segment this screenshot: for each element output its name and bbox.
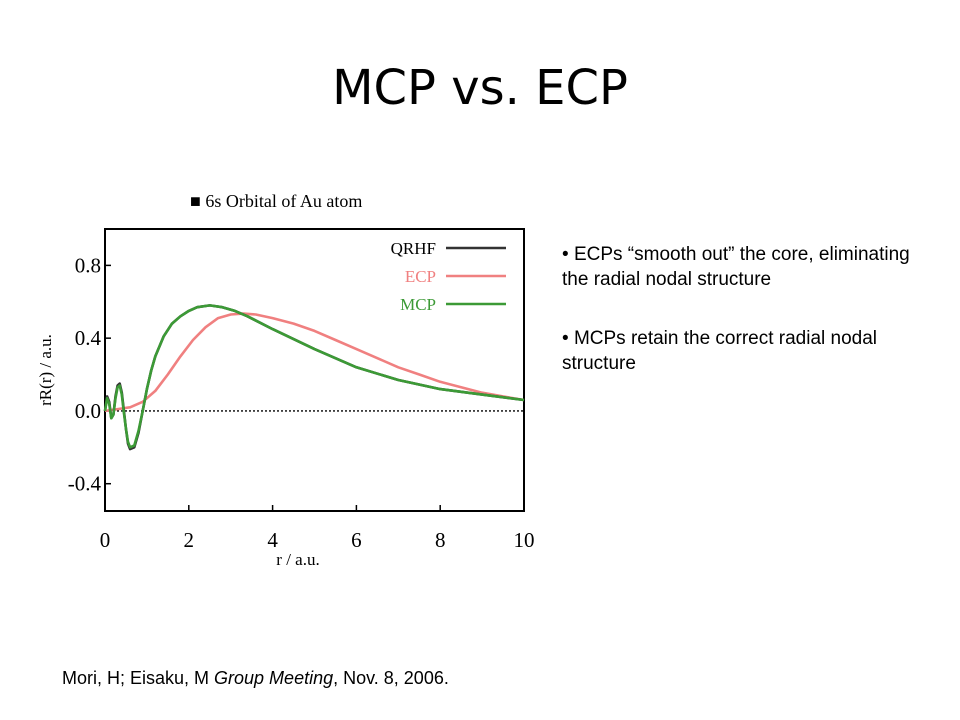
chart-title: ■ 6s Orbital of Au atom (190, 191, 362, 211)
legend: QRHF ECP MCP (391, 239, 506, 314)
legend-label-ecp: ECP (405, 267, 436, 286)
bullet-mcp-text: MCPs retain the correct radial nodal str… (562, 328, 878, 374)
series-lines (103, 304, 525, 451)
x-tick-label: 8 (435, 528, 446, 552)
x-tick-label: 10 (514, 528, 535, 552)
x-axis: 0 2 4 6 8 10 (100, 505, 535, 552)
x-tick-label: 6 (351, 528, 362, 552)
bullet-ecp: • ECPs “smooth out” the core, eliminatin… (562, 244, 910, 290)
citation-date: , Nov. 8, 2006. (333, 668, 449, 688)
bullet-mcp: • MCPs retain the correct radial nodal s… (562, 328, 878, 374)
citation-authors: Mori, H; Eisaku, M (62, 668, 215, 688)
series-line-mcp (103, 304, 525, 449)
x-tick-label: 0 (100, 528, 111, 552)
citation-venue: Group Meeting (214, 668, 334, 688)
series-line-qrhf (103, 304, 525, 451)
bullet-ecp-text: ECPs “smooth out” the core, eliminating … (562, 244, 910, 290)
citation: Mori, H; Eisaku, M Group Meeting, Nov. 8… (62, 668, 449, 689)
slide-title: MCP vs. ECP (332, 60, 628, 116)
y-axis-label: rR(r) / a.u. (36, 334, 55, 406)
legend-label-mcp: MCP (400, 295, 436, 314)
y-tick-label: -0.4 (68, 472, 102, 496)
series-line-ecp (104, 312, 525, 413)
y-tick-label: 0.4 (75, 326, 102, 350)
plot-frame (104, 228, 525, 512)
x-tick-label: 4 (267, 528, 278, 552)
x-tick-label: 2 (184, 528, 195, 552)
y-axis: -0.4 0.0 0.4 0.8 (68, 253, 111, 496)
y-tick-label: 0.8 (75, 253, 101, 277)
legend-label-qrhf: QRHF (391, 239, 436, 258)
x-axis-label: r / a.u. (276, 550, 319, 569)
y-tick-label: 0.0 (75, 399, 101, 423)
bullet-list: • ECPs “smooth out” the core, eliminatin… (562, 242, 922, 410)
